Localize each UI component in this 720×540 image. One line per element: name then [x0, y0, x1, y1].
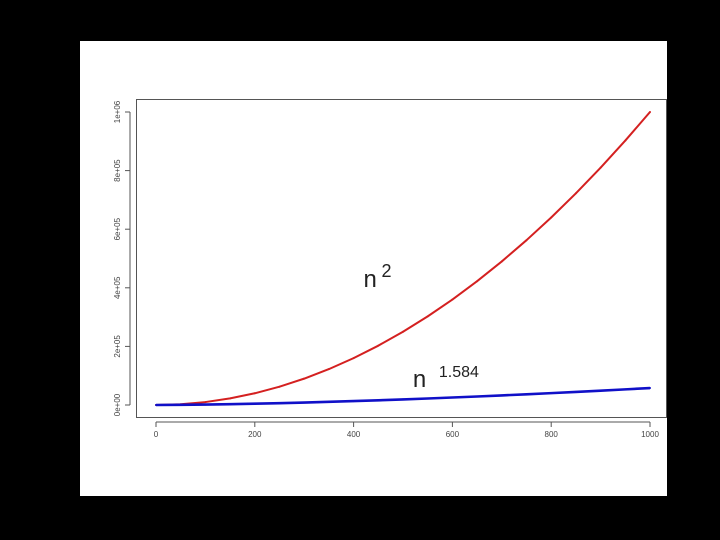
series-1-point — [550, 216, 553, 219]
series-2-point — [426, 397, 429, 400]
series-2-point — [229, 403, 232, 406]
series-2-point — [476, 395, 479, 398]
series-2-point — [278, 402, 281, 405]
series-2-point — [377, 399, 380, 402]
series-2-point — [500, 394, 503, 397]
series-1-point — [278, 385, 281, 388]
x-tick-label: 0 — [154, 430, 159, 439]
series-1-point — [426, 315, 429, 318]
series-1-point — [624, 139, 627, 142]
series-2-point — [155, 404, 157, 406]
series-2-point — [574, 390, 577, 393]
series-1-point — [377, 344, 380, 347]
series-2-point — [204, 403, 207, 406]
series-1-point — [229, 397, 232, 400]
plot-frame — [136, 99, 667, 418]
series-1-point — [204, 401, 207, 404]
series-line-2 — [155, 386, 651, 407]
series-2-point — [352, 400, 355, 403]
series-2-point — [624, 388, 627, 391]
annotation-base: n — [413, 366, 426, 393]
series-layer — [155, 111, 651, 407]
y-tick-label: 0e+00 — [113, 393, 122, 416]
series-1-point — [253, 392, 256, 395]
series-2-point — [451, 396, 454, 399]
y-tick-label: 1e+06 — [113, 100, 122, 123]
series-1-point — [599, 166, 602, 169]
y-tick-label: 6e+05 — [113, 217, 122, 240]
x-tick-label: 400 — [347, 430, 361, 439]
annotation-exponent: 2 — [381, 261, 391, 281]
series-2-point — [649, 387, 651, 390]
series-2-point — [525, 393, 528, 396]
series-1-point — [303, 377, 306, 380]
series-1-point — [402, 330, 404, 333]
series-2-point — [327, 400, 330, 403]
annotation-layer: n 2n 1.584 — [363, 261, 479, 393]
series-2-point — [599, 389, 602, 392]
series-1-point — [500, 260, 503, 263]
series-line-1 — [155, 111, 651, 406]
series-1-point — [451, 298, 454, 301]
series-1-point — [574, 192, 577, 195]
x-tick-label: 1000 — [641, 430, 659, 439]
y-tick-label: 2e+05 — [113, 335, 122, 358]
y-axis: 0e+00 2e+05 4e+05 6e+05 8e+05 1e+06 — [113, 100, 131, 416]
series-1-point — [352, 357, 355, 360]
series-2-point — [550, 392, 553, 395]
x-tick-label: 600 — [446, 430, 460, 439]
series-1-point — [476, 280, 479, 283]
series-1-point — [649, 111, 651, 113]
x-tick-label: 800 — [545, 430, 559, 439]
series-2-point — [253, 402, 256, 405]
series-1-point — [327, 368, 330, 371]
x-axis: 0 200 400 600 800 1000 — [154, 421, 659, 439]
series-1-point — [525, 239, 528, 242]
series-2-point — [303, 401, 306, 404]
annotation-2: n 1.584 — [413, 364, 479, 393]
series-2-point — [402, 398, 404, 401]
y-tick-label: 8e+05 — [113, 159, 122, 182]
y-tick-label: 4e+05 — [113, 276, 122, 299]
x-tick-label: 200 — [248, 430, 262, 439]
annotation-base: n — [363, 266, 376, 293]
line-chart: 0e+00 2e+05 4e+05 6e+05 8e+05 1e+06 0 200 400 60… — [113, 99, 667, 439]
annotation-exponent: 1.584 — [439, 364, 479, 381]
series-2-point — [179, 403, 182, 406]
slide-background: 0e+00 2e+05 4e+05 6e+05 8e+05 1e+06 0 200 400 60… — [80, 41, 667, 496]
